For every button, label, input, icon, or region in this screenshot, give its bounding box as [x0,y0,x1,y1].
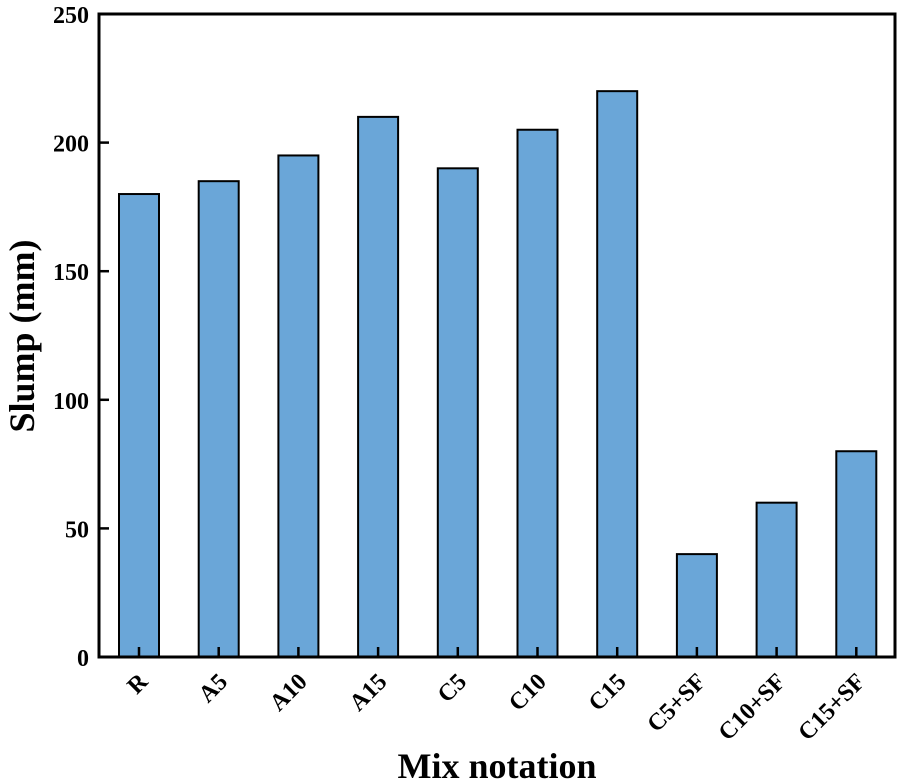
y-tick-label: 100 [53,389,89,415]
bar-C15+SF [835,450,878,658]
x-tick-label: C10 [504,669,552,717]
x-axis: R A5 A10 A15 C5 C10 C15 C5+SF C10+SF C15+SF [123,647,871,746]
y-axis-label: Slump (mm) [2,239,42,432]
x-tick-label: C10+SF [714,669,791,746]
y-tick-label: 150 [53,260,89,286]
x-axis-label: Mix notation [397,746,596,783]
bars [118,90,878,659]
y-tick-label: 0 [77,646,89,672]
x-tick-label: A15 [345,669,393,717]
bar-C5+SF [675,553,718,658]
x-tick-label: A10 [265,669,313,717]
y-tick-label: 250 [53,3,89,29]
y-axis: 0 50 100 150 200 250 [53,3,109,672]
x-tick-label: C5 [433,669,472,708]
y-tick-label: 50 [65,517,89,543]
x-tick-label: C15+SF [793,669,870,746]
bar-C5 [436,167,479,658]
x-tick-label: C5+SF [643,669,712,738]
plot-frame [97,12,897,659]
bar-A15 [357,115,400,658]
bar-C10+SF [755,501,798,658]
bar-C15 [596,90,639,659]
bar-A5 [197,180,240,658]
bar-C10 [516,128,559,659]
x-tick-label: C15 [584,669,632,717]
x-tick-label: A5 [194,669,233,708]
x-tick-label: R [123,668,154,699]
bar-R [118,193,160,658]
bar-A10 [277,154,320,659]
y-tick-label: 200 [53,132,89,158]
